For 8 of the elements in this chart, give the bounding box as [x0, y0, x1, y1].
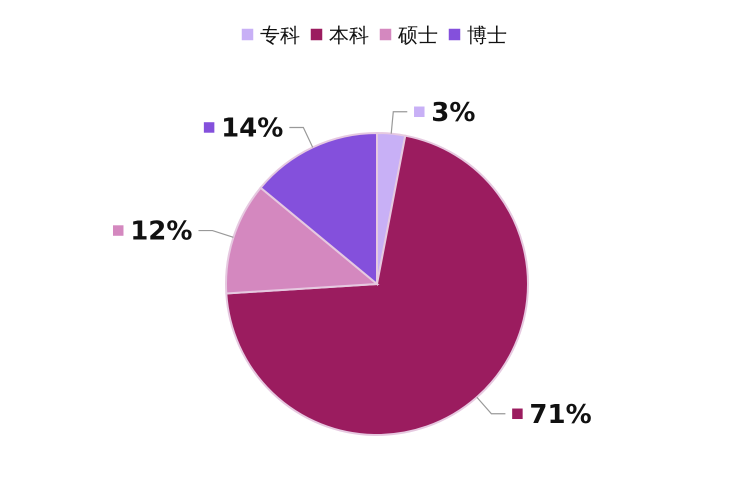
data-label: 71%	[529, 400, 592, 430]
legend-label: 博士	[467, 23, 507, 47]
legend-label: 专科	[260, 23, 300, 47]
legend-label: 本科	[329, 23, 369, 47]
data-label: 14%	[221, 113, 284, 144]
data-label: 12%	[130, 216, 192, 247]
legend-label: 硕士	[397, 23, 438, 47]
data-label: 3%	[431, 98, 476, 128]
